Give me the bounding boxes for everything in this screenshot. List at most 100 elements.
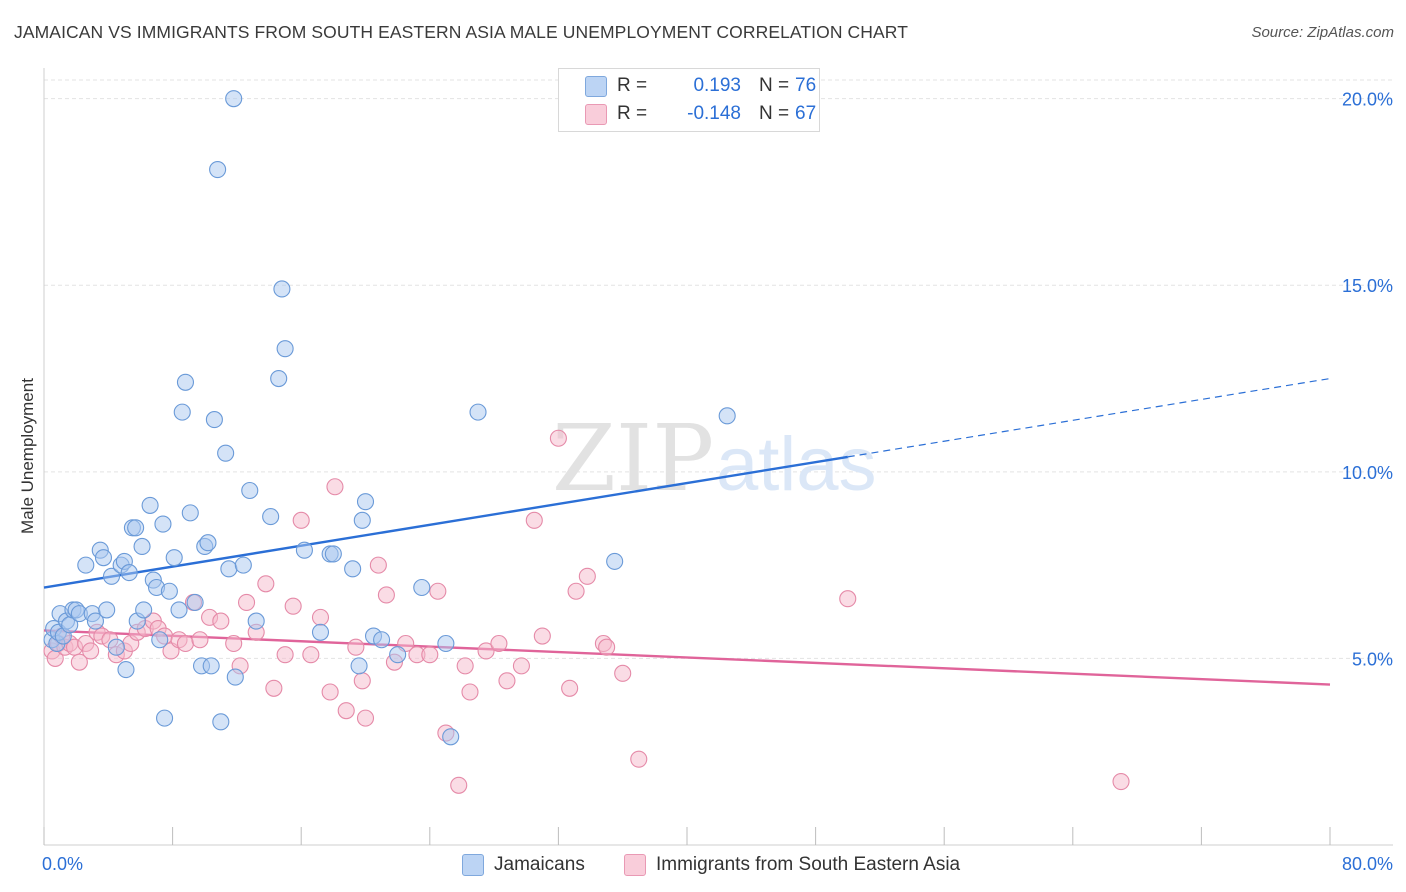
data-point xyxy=(176,634,195,653)
data-point xyxy=(442,728,460,746)
data-point xyxy=(199,534,217,552)
data-point xyxy=(141,496,159,514)
data-point xyxy=(202,657,220,675)
data-point xyxy=(389,646,407,664)
data-point xyxy=(165,549,183,567)
correlation-legend: R = 0.193 N = 76 R = -0.148 N = 67 xyxy=(558,68,820,132)
data-point xyxy=(262,508,280,526)
legend-swatch-blue xyxy=(585,76,607,97)
y-tick-label: 15.0% xyxy=(1342,276,1393,296)
data-point xyxy=(326,478,344,496)
bottom-legend-label: Jamaicans xyxy=(494,854,585,875)
data-point xyxy=(181,504,199,522)
data-point xyxy=(353,672,371,690)
data-point xyxy=(295,541,313,559)
data-point xyxy=(186,593,204,611)
data-point xyxy=(86,612,104,630)
data-point xyxy=(82,642,100,660)
data-point xyxy=(276,646,294,664)
data-point xyxy=(311,623,330,641)
data-point xyxy=(257,575,275,593)
legend-r-value: -0.148 xyxy=(687,103,741,124)
data-point xyxy=(311,608,330,626)
data-point xyxy=(630,750,648,768)
data-point xyxy=(225,634,243,653)
data-point xyxy=(614,664,632,682)
data-point xyxy=(356,709,375,727)
data-point xyxy=(469,403,487,421)
trend-line-jamaicans xyxy=(43,455,848,589)
data-point xyxy=(344,560,362,578)
data-point xyxy=(170,601,188,619)
data-point xyxy=(276,340,294,358)
data-point xyxy=(265,679,283,697)
blue-series-points xyxy=(43,90,736,746)
data-point xyxy=(302,646,320,664)
y-tick-label: 10.0% xyxy=(1342,463,1393,483)
data-point xyxy=(217,444,235,462)
data-point xyxy=(561,679,579,697)
axes xyxy=(43,68,1393,846)
data-point xyxy=(337,702,355,720)
data-point xyxy=(273,280,291,298)
data-point xyxy=(606,552,624,570)
data-point xyxy=(205,411,223,429)
watermark-zip: ZIP xyxy=(552,405,714,512)
data-point xyxy=(234,556,252,574)
data-point xyxy=(135,601,153,619)
data-point xyxy=(369,556,387,574)
data-point xyxy=(477,642,495,660)
tick-labels: 5.0% 10.0% 15.0% 20.0% 0.0% 80.0% xyxy=(42,90,1393,874)
data-point xyxy=(356,493,375,511)
pink-series-points xyxy=(43,429,1130,794)
data-point xyxy=(156,709,174,727)
bottom-legend-swatch-blue xyxy=(462,854,484,876)
data-point xyxy=(321,683,339,701)
legend-n-label: N = xyxy=(759,103,790,124)
data-point xyxy=(324,545,342,563)
data-point xyxy=(377,586,395,604)
legend-r-label: R = xyxy=(617,75,648,96)
data-point xyxy=(429,582,447,600)
data-point xyxy=(373,631,391,649)
data-point xyxy=(176,373,195,391)
data-point xyxy=(212,612,230,630)
data-point xyxy=(237,593,256,611)
data-point xyxy=(353,511,371,529)
data-point xyxy=(598,638,616,656)
legend-r-label: R = xyxy=(617,103,648,124)
legend-n-value: 76 xyxy=(795,75,817,96)
data-point xyxy=(839,590,857,608)
data-point xyxy=(284,597,302,615)
y-tick-label: 20.0% xyxy=(1342,90,1393,110)
data-point xyxy=(160,582,178,600)
data-point xyxy=(226,668,244,686)
legend-swatch-pink xyxy=(585,104,607,125)
data-point xyxy=(107,638,125,656)
data-point xyxy=(421,646,439,664)
x-tick-label-max: 80.0% xyxy=(1342,854,1393,874)
data-point xyxy=(567,582,585,600)
y-tick-label: 5.0% xyxy=(1352,649,1393,669)
data-point xyxy=(1112,773,1130,791)
data-point xyxy=(154,515,172,533)
data-point xyxy=(212,713,230,731)
data-point xyxy=(127,519,145,537)
data-point xyxy=(70,653,88,671)
data-point xyxy=(220,560,238,578)
data-point xyxy=(173,403,191,421)
data-point xyxy=(191,631,209,649)
data-point xyxy=(413,578,431,597)
bottom-legend-label: Immigrants from South Eastern Asia xyxy=(656,854,961,875)
data-point xyxy=(578,567,596,585)
data-point xyxy=(102,567,121,585)
data-point xyxy=(498,672,516,690)
bottom-legend-swatch-pink xyxy=(624,854,646,876)
data-point xyxy=(533,627,551,645)
data-point xyxy=(350,657,368,675)
data-point xyxy=(456,657,474,675)
data-point xyxy=(241,481,259,500)
data-point xyxy=(549,429,567,447)
data-point xyxy=(120,564,138,582)
